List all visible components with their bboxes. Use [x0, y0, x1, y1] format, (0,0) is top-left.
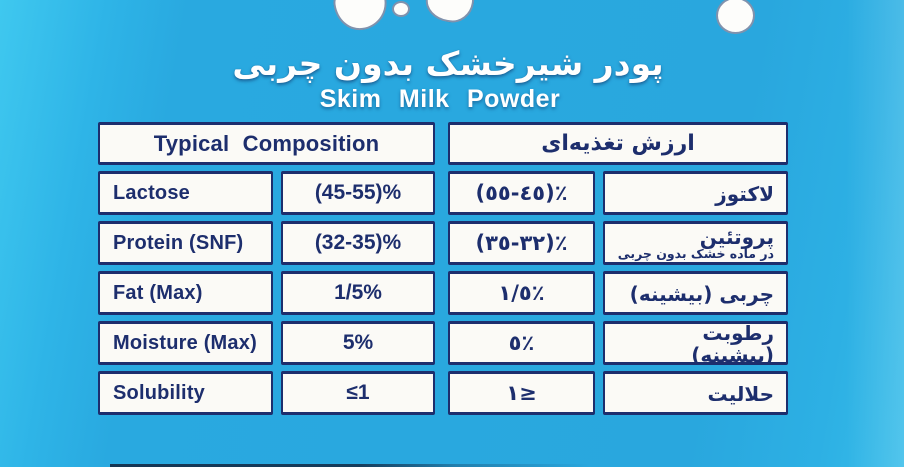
- row-value-lactose: (45-55)%: [281, 171, 435, 215]
- milk-splash-drop-icon: [716, 0, 755, 34]
- row-value-lactose-fa: (٤٥-٥٥)٪: [448, 171, 595, 215]
- composition-table-persian: ارزش تغذیه‌ای (٤٥-٥٥)٪ لاکتوز (٣٢-٣٥)٪ پ…: [448, 122, 788, 415]
- row-value-solubility-fa: ١≥: [448, 371, 595, 415]
- row-value-protein: (32-35)%: [281, 221, 435, 265]
- row-label-solubility-fa: حلالیت: [603, 371, 788, 415]
- row-label-fat-fa: چربی (بیشینه): [603, 271, 788, 315]
- package-edge-highlight: [846, 0, 904, 467]
- row-value-fat: 1/5%: [281, 271, 435, 315]
- row-value-protein-fa: (٣٢-٣٥)٪: [448, 221, 595, 265]
- milk-splash-blob-icon: [330, 0, 391, 34]
- cutoff-print-edge: [110, 464, 590, 467]
- row-label-solubility: Solubility: [98, 371, 273, 415]
- row-value-moisture: 5%: [281, 321, 435, 365]
- milk-splash-drop-icon: [392, 1, 410, 17]
- composition-table-english: Typical Composition Lactose (45-55)% Pro…: [98, 122, 435, 415]
- milk-splash-blob-icon: [422, 0, 478, 26]
- row-label-protein: Protein (SNF): [98, 221, 273, 265]
- row-label-lactose: Lactose: [98, 171, 273, 215]
- product-title-english: Skim Milk Powder: [319, 85, 561, 113]
- table-header-english: Typical Composition: [98, 122, 435, 165]
- row-label-moisture-fa: رطوبت (بیشینه): [603, 321, 788, 365]
- row-label-lactose-fa: لاکتوز: [603, 171, 788, 215]
- row-label-fat: Fat (Max): [98, 271, 273, 315]
- row-label-protein-fa: پروتئین در ماده خشک بدون چربی: [603, 221, 788, 265]
- row-value-fat-fa: ١/٥٪: [448, 271, 595, 315]
- row-value-solubility: ≤1: [281, 371, 435, 415]
- row-label-moisture: Moisture (Max): [98, 321, 273, 365]
- table-header-persian: ارزش تغذیه‌ای: [448, 122, 788, 165]
- row-value-moisture-fa: ٥٪: [448, 321, 595, 365]
- product-title-persian: پودر شیرخشک بدون چربی: [232, 44, 664, 83]
